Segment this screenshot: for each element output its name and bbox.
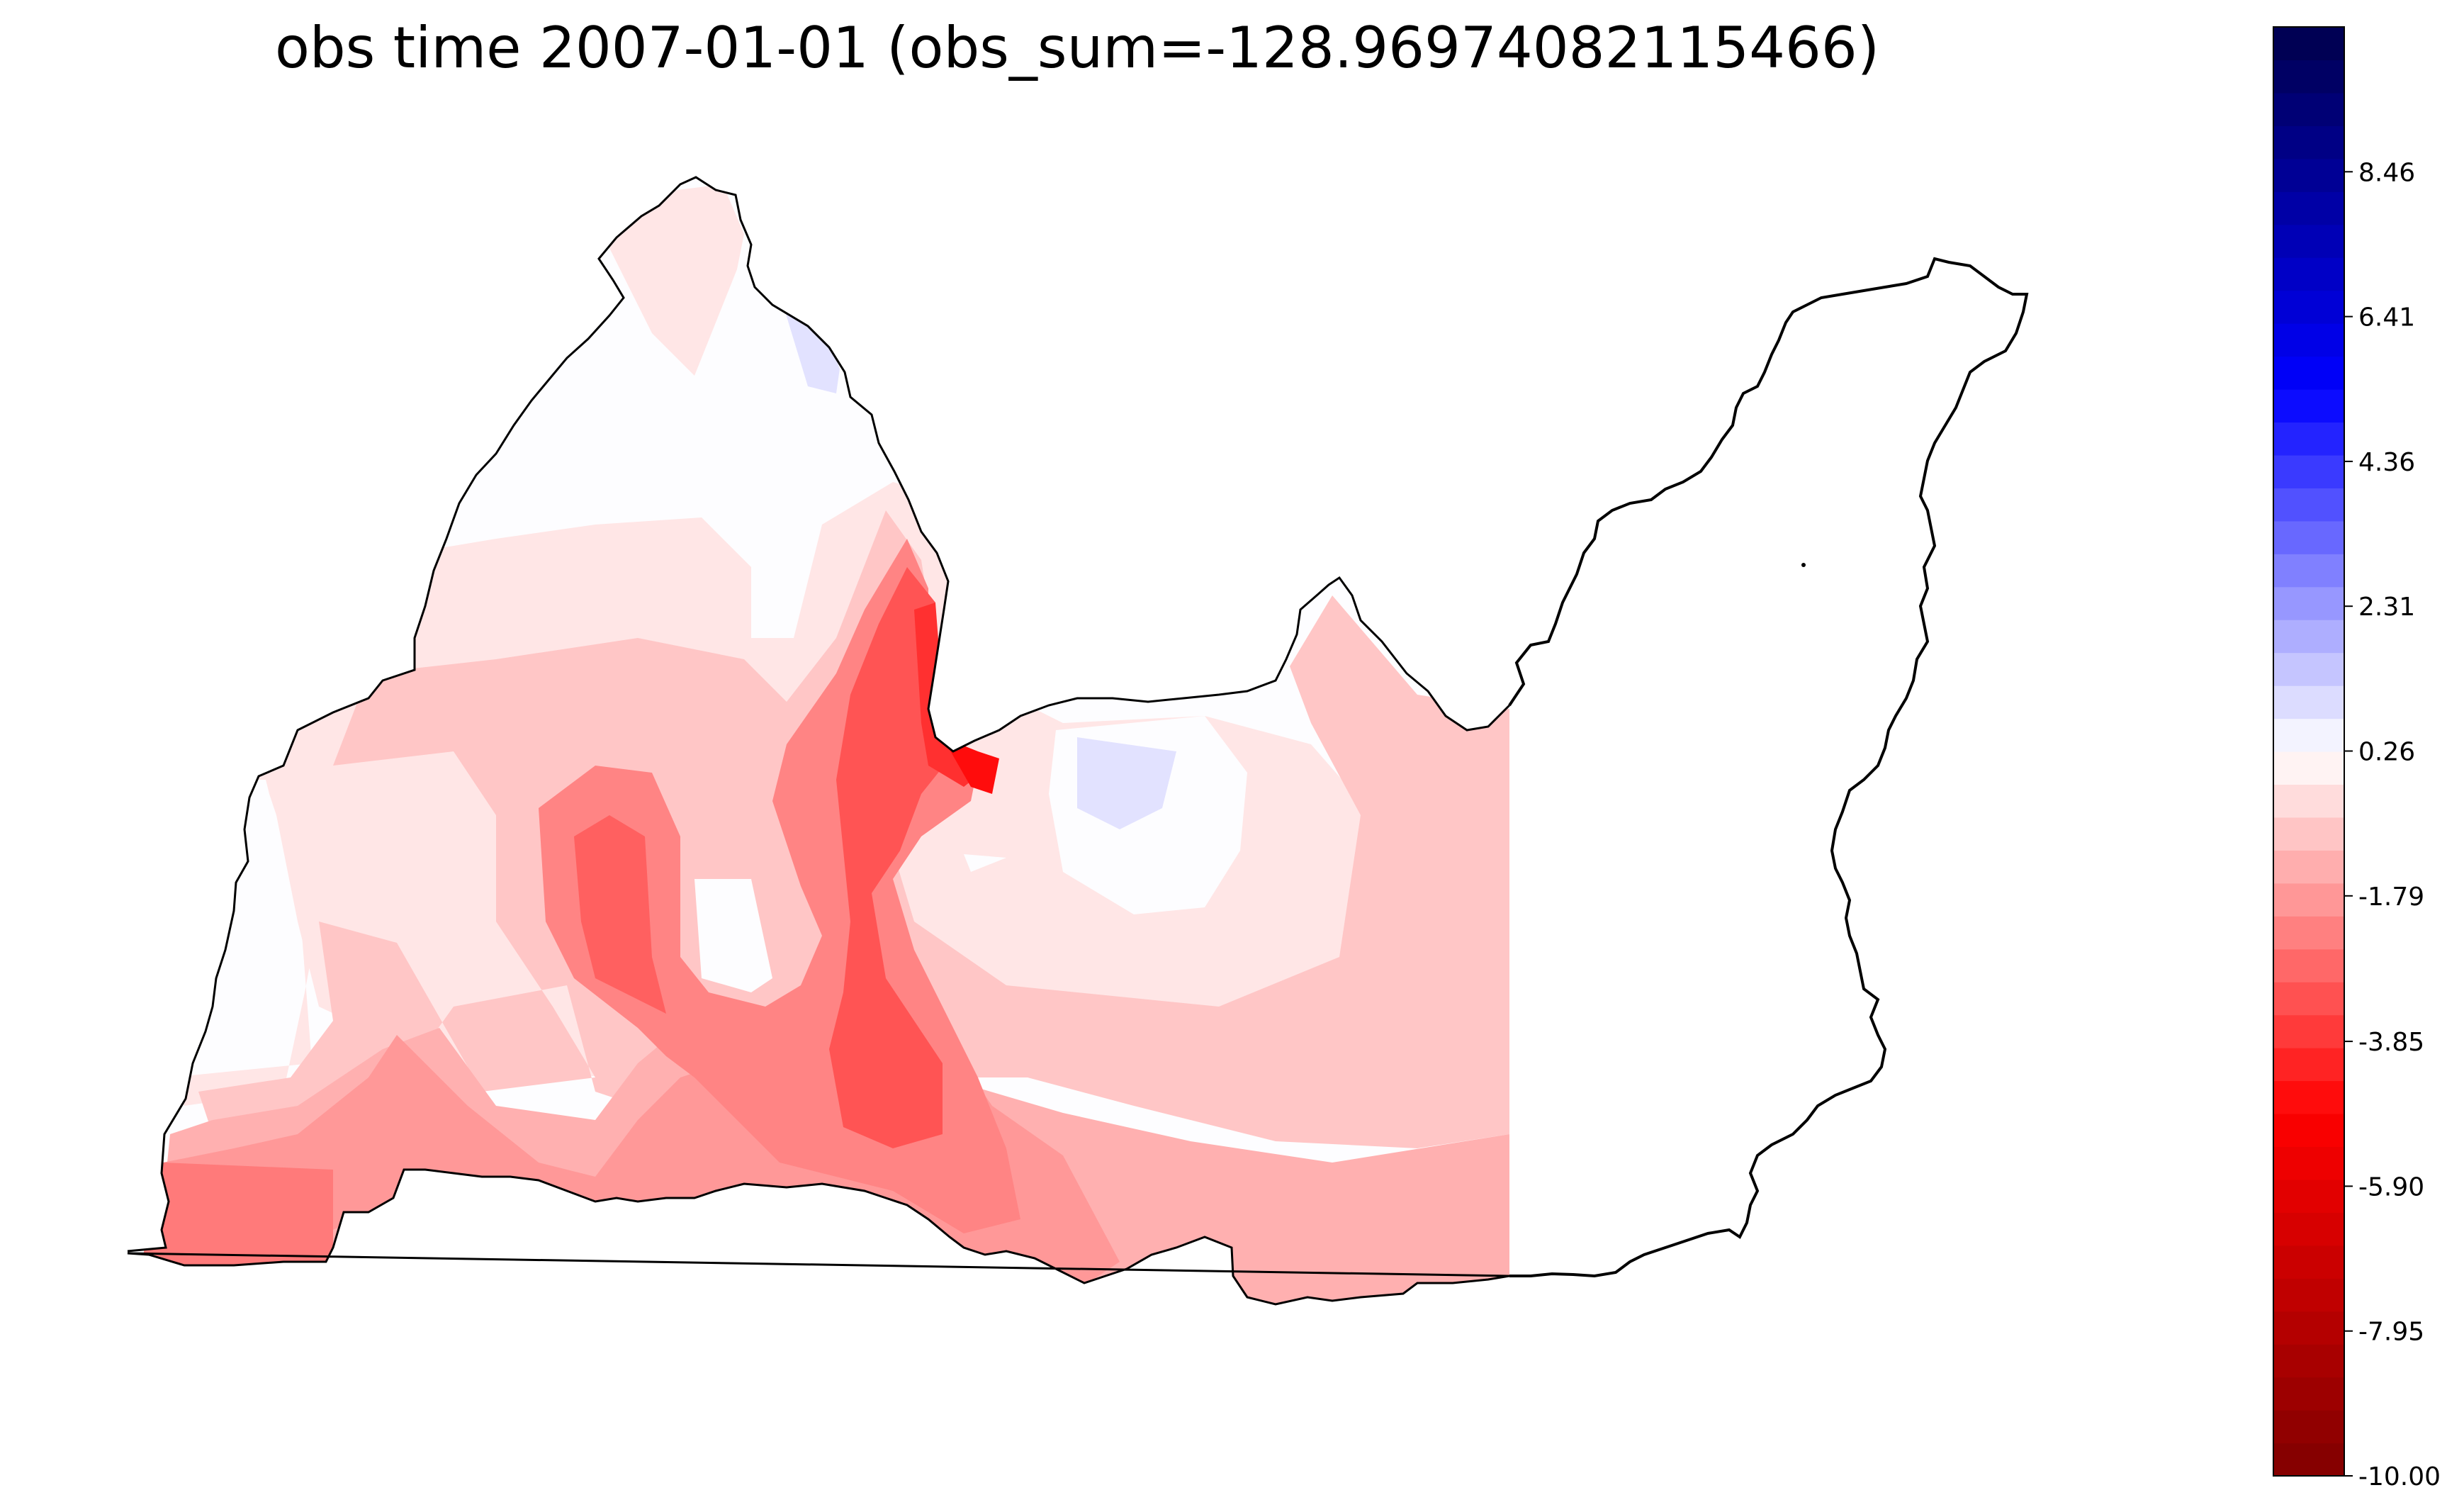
- colorbar-band: [2273, 224, 2344, 258]
- west-basin-outline: [127, 176, 1511, 1253]
- contour-band-red: [574, 815, 666, 1014]
- colorbar-band: [2273, 652, 2344, 686]
- colorbar-band: [2273, 982, 2344, 1016]
- colorbar-band: [2273, 883, 2344, 917]
- colorbar-band: [2273, 323, 2344, 357]
- colorbar-band: [2273, 520, 2344, 554]
- colorbar-band: [2273, 257, 2344, 291]
- colorbar-tick-label: 8.46: [2358, 158, 2415, 187]
- chart-title: obs time 2007-01-01 (obs_sum=-128.969740…: [275, 15, 1879, 81]
- colorbar-band: [2273, 1278, 2344, 1312]
- colorbar-band: [2273, 817, 2344, 851]
- contour-fill: [128, 177, 1509, 1304]
- colorbar-band: [2273, 1212, 2344, 1246]
- colorbar-band: [2273, 1048, 2344, 1082]
- colorbar-tick-label: -5.90: [2358, 1172, 2424, 1202]
- colorbar-band: [2273, 1146, 2344, 1180]
- contour-band-deep-red: [914, 603, 999, 787]
- colorbar-band: [2273, 685, 2344, 719]
- colorbar-band: [2273, 1410, 2344, 1444]
- contour-band-north-pink: [602, 184, 744, 376]
- colorbar: -10.00 -7.95 -5.90 -3.85 -1.79 0.26 2.31 4.36 6.…: [2273, 26, 2441, 1491]
- colorbar-band: [2273, 158, 2344, 192]
- colorbar-tick-label: -3.85: [2358, 1028, 2424, 1057]
- colorbar-band: [2273, 191, 2344, 225]
- east-basin-dot: [1801, 563, 1806, 567]
- colorbar-band: [2273, 60, 2344, 94]
- colorbar-band: [2273, 1443, 2344, 1477]
- contour-band-light-blue-east-core: [1077, 737, 1176, 829]
- colorbar-band: [2273, 1344, 2344, 1378]
- colorbar-band: [2273, 586, 2344, 620]
- colorbar-band: [2273, 356, 2344, 390]
- colorbar-band: [2273, 916, 2344, 950]
- colorbar-band: [2273, 92, 2344, 126]
- colorbar-band: [2273, 488, 2344, 522]
- contour-band-white-pocket: [694, 879, 772, 992]
- colorbar-band: [2273, 1114, 2344, 1148]
- colorbar-band: [2273, 718, 2344, 752]
- contour-band-left-core: [142, 1163, 333, 1269]
- contour-band-white-gap: [964, 854, 1006, 872]
- colorbar-band: [2273, 784, 2344, 818]
- colorbar-band: [2273, 554, 2344, 588]
- colorbar-tick-label: 4.36: [2358, 448, 2415, 477]
- colorbar-tick-label: -7.95: [2358, 1318, 2424, 1347]
- colorbar-tick-label: 0.26: [2358, 738, 2415, 767]
- map-plot: [127, 176, 2029, 1306]
- colorbar-band: [2273, 454, 2344, 488]
- colorbar-band: [2273, 125, 2344, 159]
- colorbar-band: [2273, 1245, 2344, 1279]
- contour-band-red-stream: [829, 567, 950, 1148]
- colorbar-tick-label: -10.00: [2358, 1462, 2441, 1491]
- contour-band-peak-red: [943, 737, 999, 794]
- colorbar-band: [2273, 1179, 2344, 1213]
- colorbar-tick-label: 6.41: [2358, 303, 2415, 332]
- colorbar-band: [2273, 1080, 2344, 1114]
- colorbar-tick-label: -1.79: [2358, 883, 2424, 912]
- colorbar-band: [2273, 620, 2344, 654]
- contour-band-light-blue-north: [783, 305, 840, 393]
- colorbar-band: [2273, 1311, 2344, 1345]
- colorbar-tick-label: 2.31: [2358, 593, 2415, 622]
- east-basin-outline: [1508, 257, 2029, 1278]
- colorbar-band: [2273, 290, 2344, 324]
- contour-band-left-light-pink: [170, 744, 425, 1106]
- colorbar-band: [2273, 948, 2344, 982]
- colorbar-band: [2273, 751, 2344, 785]
- west-basin-outline-south: [127, 1168, 1510, 1306]
- colorbar-band: [2273, 27, 2344, 61]
- colorbar-band: [2273, 422, 2344, 456]
- colorbar-band: [2273, 1014, 2344, 1048]
- colorbar-band: [2273, 1377, 2344, 1411]
- colorbar-band: [2273, 850, 2344, 884]
- colorbar-band: [2273, 389, 2344, 423]
